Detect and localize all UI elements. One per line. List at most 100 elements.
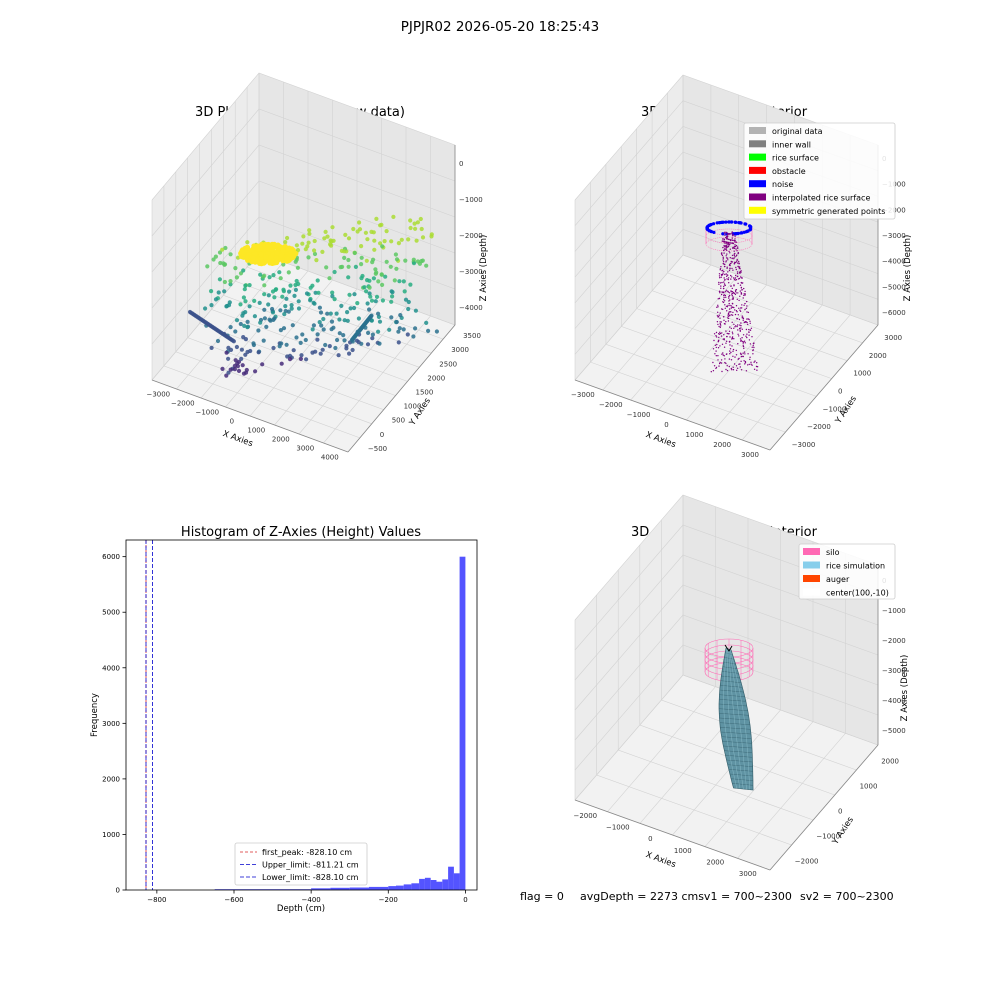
- y-axis-line: [769, 744, 879, 871]
- interpolated-point: [724, 242, 726, 244]
- scatter-point: [403, 258, 408, 263]
- grid-line: [151, 72, 456, 201]
- interpolated-point: [730, 327, 732, 330]
- scatter-point: [356, 316, 361, 321]
- interpolated-point: [736, 325, 738, 328]
- scatter-point: [389, 289, 394, 294]
- x-axis-line: [151, 379, 349, 453]
- scatter-point: [382, 239, 387, 244]
- interpolated-point: [737, 275, 739, 278]
- interpolated-point: [737, 333, 739, 335]
- scatter-point: [232, 367, 237, 372]
- interpolated-point: [737, 343, 739, 345]
- interpolated-point: [734, 326, 736, 328]
- scatter-point: [313, 349, 318, 354]
- y-axis-label: Y Axies: [407, 396, 433, 429]
- interpolated-point: [719, 282, 722, 284]
- interpolated-point: [742, 297, 744, 299]
- interpolated-point: [752, 349, 754, 351]
- scatter-point: [279, 361, 284, 366]
- interpolated-point: [729, 257, 731, 259]
- interpolated-point: [732, 235, 734, 237]
- noise-point: [712, 230, 716, 234]
- scatter-point: [406, 299, 411, 305]
- interpolated-point: [744, 308, 746, 311]
- scatter-point: [369, 313, 374, 318]
- left-pane: [152, 73, 259, 380]
- interpolated-point: [736, 250, 738, 252]
- interpolated-point: [727, 259, 729, 261]
- interpolated-point: [735, 244, 738, 247]
- scatter-point: [357, 220, 362, 225]
- scatter-point: [351, 226, 356, 232]
- interpolated-point: [728, 308, 731, 310]
- interpolated-point: [737, 324, 739, 326]
- interpolated-point: [738, 260, 740, 263]
- grid-line: [151, 108, 456, 237]
- scatter-point: [355, 229, 360, 234]
- interpolated-point: [747, 311, 750, 314]
- interpolated-point: [712, 348, 715, 350]
- legend-label: rice simulation: [826, 562, 885, 571]
- interpolated-point: [744, 321, 747, 323]
- scatter-point: [365, 342, 371, 347]
- interpolated-point: [716, 315, 719, 317]
- interpolated-point: [742, 355, 744, 358]
- interpolated-point: [733, 239, 736, 242]
- scatter-point: [429, 234, 434, 239]
- scatter-point: [325, 311, 330, 316]
- interpolated-point: [728, 294, 731, 297]
- interpolated-point: [740, 369, 743, 371]
- scatter-point: [303, 247, 308, 252]
- legend-swatch: [803, 561, 820, 569]
- scatter-point: [262, 307, 267, 312]
- interpolated-point: [724, 231, 726, 233]
- interpolated-point: [726, 278, 728, 280]
- interpolated-point: [748, 339, 751, 341]
- interpolated-point: [719, 317, 721, 319]
- interpolated-point: [727, 271, 729, 273]
- interpolated-point: [742, 319, 744, 321]
- interpolated-point: [746, 311, 748, 313]
- interpolated-point: [736, 318, 739, 320]
- x-tick-label: −3000: [146, 391, 170, 399]
- interpolated-point: [723, 316, 725, 318]
- interpolated-point: [741, 307, 743, 309]
- interpolated-point: [751, 346, 753, 348]
- interpolated-point: [723, 240, 725, 242]
- scatter-point: [365, 278, 370, 283]
- panel-classify: 3D classify of Silo Interior −3000−2000−…: [571, 74, 913, 459]
- z-axis-label: Z Axies (Depth): [903, 235, 913, 302]
- scatter-point: [378, 241, 383, 246]
- interpolated-point: [718, 273, 721, 275]
- interpolated-point: [728, 250, 730, 253]
- interpolated-point: [741, 355, 743, 358]
- scatter-point: [356, 340, 361, 345]
- scatter-point: [243, 299, 248, 304]
- interpolated-point: [723, 355, 725, 357]
- scatter-point: [380, 298, 385, 303]
- interpolated-point: [729, 248, 731, 250]
- interpolated-point: [728, 365, 730, 368]
- scatter-point: [256, 243, 262, 249]
- scatter-point: [239, 347, 244, 352]
- scatter-point: [296, 299, 301, 304]
- scatter-point: [341, 333, 346, 338]
- scatter-point: [216, 290, 221, 295]
- interpolated-point: [723, 281, 725, 283]
- interpolated-point: [735, 365, 738, 367]
- interpolated-point: [743, 294, 745, 297]
- interpolated-point: [719, 292, 721, 294]
- noise-point: [745, 229, 749, 234]
- interpolated-point: [743, 347, 745, 350]
- interpolated-point: [723, 249, 725, 252]
- legend-label: inner wall: [772, 140, 811, 149]
- interpolated-point: [724, 245, 727, 247]
- interpolated-point: [746, 321, 748, 324]
- interpolated-point: [735, 292, 737, 294]
- scatter-point: [424, 263, 429, 268]
- noise-point: [748, 228, 752, 232]
- interpolated-point: [737, 247, 739, 250]
- scatter-point: [307, 231, 312, 236]
- scatter-point: [389, 239, 394, 244]
